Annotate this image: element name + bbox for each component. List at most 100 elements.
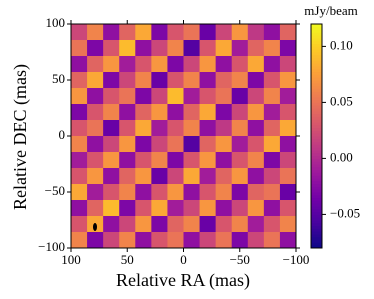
heatmap-cell <box>279 152 297 169</box>
heatmap-cell <box>151 40 168 57</box>
colorbar-segment <box>311 161 322 165</box>
colorbar-segment <box>311 211 322 215</box>
colorbar-segment <box>311 29 322 33</box>
heatmap-cell <box>135 152 152 169</box>
heatmap-cell <box>279 120 297 137</box>
colorbar-segment <box>311 127 322 131</box>
colorbar-segment <box>311 108 322 112</box>
colorbar-segment <box>311 228 322 232</box>
heatmap-cell <box>199 88 217 105</box>
heatmap-cell <box>183 216 201 233</box>
heatmap-cell <box>183 40 201 57</box>
colorbar-segment <box>311 88 322 92</box>
heatmap-cell <box>215 40 233 57</box>
colorbar-segment <box>311 194 322 199</box>
heatmap-cell <box>119 152 136 169</box>
y-axis-label: Relative DEC (mas) <box>10 64 31 210</box>
heatmap-cell <box>215 216 233 233</box>
heatmap-cell <box>167 72 184 89</box>
colorbar-segment <box>311 68 322 73</box>
colorbar-segment <box>311 136 322 140</box>
colorbar-segment <box>311 186 322 190</box>
heatmap-cell <box>263 152 281 169</box>
heatmap-cell <box>183 72 201 89</box>
colorbar-segment <box>311 77 322 81</box>
heatmap-cell <box>215 152 233 169</box>
heatmap-cell <box>247 152 265 169</box>
heatmap-cell <box>199 24 217 41</box>
heatmap-cell <box>247 168 265 185</box>
heatmap-cell <box>247 72 265 89</box>
heatmap-cell <box>183 24 201 41</box>
colorbar-segment <box>311 66 322 70</box>
heatmap-cell <box>135 168 152 185</box>
colorbar-segment <box>311 222 322 227</box>
heatmap-cell <box>119 136 136 153</box>
image <box>71 24 297 249</box>
colorbar-tick-label: −0.05 <box>330 205 360 220</box>
colorbar-frame <box>310 23 323 249</box>
heatmap-cell <box>231 56 249 73</box>
heatmap-cell <box>183 88 201 105</box>
heatmap-cell <box>167 168 184 185</box>
heatmap-cell <box>247 136 265 153</box>
heatmap-cell <box>119 120 136 137</box>
x-axis-label: Relative RA (mas) <box>116 270 250 291</box>
colorbar-segment <box>311 180 322 185</box>
heatmap-cell <box>103 152 120 169</box>
heatmap-cell <box>71 56 88 73</box>
heatmap-cell <box>151 104 168 121</box>
heatmap-cell <box>279 40 297 57</box>
heatmap-cell <box>135 72 152 89</box>
heatmap-cell <box>71 200 88 217</box>
heatmap-cell <box>135 136 152 153</box>
colorbar-segment <box>311 150 322 154</box>
heatmap-cell <box>135 232 152 249</box>
heatmap-cell <box>279 184 297 201</box>
colorbar-segment <box>311 158 322 162</box>
heatmap-cell <box>87 104 104 121</box>
colorbar-segment <box>311 82 322 87</box>
heatmap-cell <box>263 56 281 73</box>
heatmap-cell <box>87 56 104 73</box>
heatmap-cell <box>231 88 249 105</box>
heatmap-cell <box>279 24 297 41</box>
heatmap-cell <box>151 136 168 153</box>
heatmap-cell <box>119 56 136 73</box>
heatmap-cell <box>215 120 233 137</box>
heatmap-cell <box>87 232 104 249</box>
heatmap-cell <box>167 184 184 201</box>
colorbar-segment <box>311 38 322 42</box>
heatmap-cell <box>263 120 281 137</box>
heatmap-cell <box>231 24 249 41</box>
heatmap-cell <box>199 184 217 201</box>
heatmap-cell <box>247 232 265 249</box>
heatmap-cell <box>71 168 88 185</box>
colorbar-segment <box>311 91 322 95</box>
colorbar-segment <box>311 60 322 64</box>
heatmap-cell <box>215 56 233 73</box>
colorbar-segment <box>311 105 322 109</box>
heatmap-cell <box>119 232 136 249</box>
heatmap-cell <box>103 200 120 217</box>
heatmap-cell <box>71 120 88 137</box>
heatmap-cell <box>247 88 265 105</box>
colorbar-segment <box>311 40 322 45</box>
colorbar-segment <box>311 169 322 173</box>
heatmap-cell <box>151 56 168 73</box>
heatmap-cell <box>279 88 297 105</box>
colorbar-tick-label: 0.10 <box>330 37 353 52</box>
heatmap-cell <box>71 24 88 41</box>
heatmap-cell <box>279 168 297 185</box>
heatmap-cell <box>71 72 88 89</box>
heatmap-cell <box>279 56 297 73</box>
heatmap-cell <box>87 120 104 137</box>
colorbar-segment <box>311 236 322 241</box>
heatmap-cell <box>263 200 281 217</box>
heatmap-cell <box>119 216 136 233</box>
beam <box>93 223 97 231</box>
colorbar-segment <box>311 214 322 218</box>
heatmap-cell <box>151 216 168 233</box>
heatmap-cell <box>199 216 217 233</box>
